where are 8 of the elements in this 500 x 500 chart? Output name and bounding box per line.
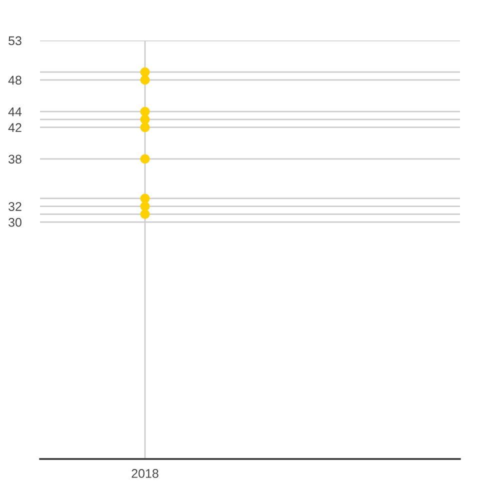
- y-tick-label: 38: [8, 154, 22, 164]
- y-tick-label: 32: [8, 202, 22, 211]
- y-tick-label: 30: [8, 218, 22, 227]
- y-tick-label: 48: [8, 76, 22, 85]
- y-tick-label: 53: [8, 36, 22, 46]
- y-tick-label: 44: [8, 107, 22, 116]
- y-tick-label: 42: [8, 123, 22, 132]
- x-tick-label: 2018: [132, 469, 158, 478]
